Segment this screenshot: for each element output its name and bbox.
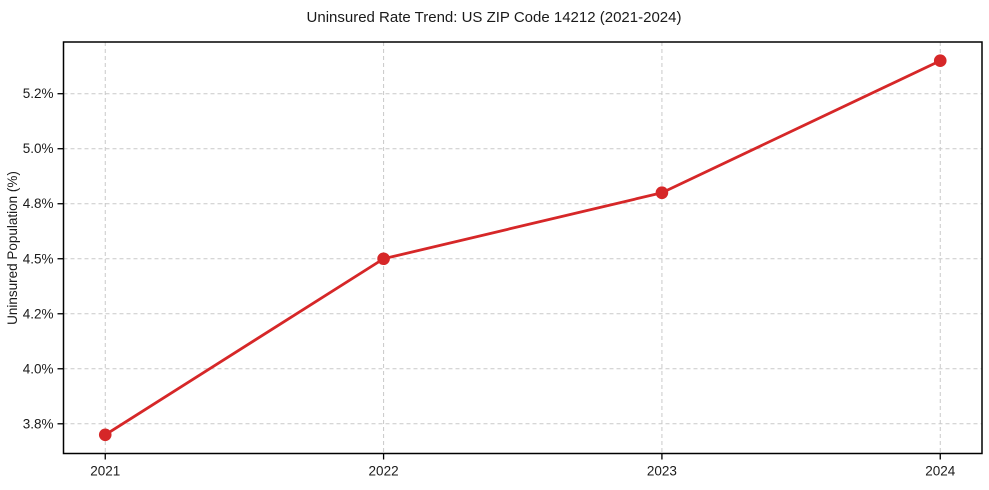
y-tick-label: 4.0% [23, 361, 54, 376]
y-tick-label: 4.2% [23, 306, 54, 321]
data-point-marker [98, 428, 112, 442]
data-point-marker [933, 54, 947, 68]
y-tick-label: 3.8% [23, 416, 54, 431]
y-axis-label: Uninsured Population (%) [5, 171, 20, 325]
x-tick-label: 2023 [647, 464, 677, 479]
y-tick-label: 4.5% [23, 251, 54, 266]
y-tick-label: 4.8% [23, 196, 54, 211]
chart-title: Uninsured Rate Trend: US ZIP Code 14212 … [307, 9, 682, 26]
plot-border [62, 41, 983, 455]
y-tick-label: 5.0% [23, 141, 54, 156]
data-point-marker [655, 186, 669, 200]
data-series [98, 54, 947, 442]
data-point-marker [377, 252, 390, 266]
trend-line [103, 59, 942, 437]
grid-lines [63, 42, 982, 454]
x-tick-label: 2022 [369, 464, 399, 479]
x-tick-label: 2024 [925, 464, 956, 479]
axes: 3.8% 4.0% 4.2% 4.5% 4.8% 5.0% 5.2% 2021 2022 2023… [23, 41, 983, 479]
x-tick-label: 2021 [90, 464, 120, 479]
y-tick-label: 5.2% [23, 86, 54, 101]
